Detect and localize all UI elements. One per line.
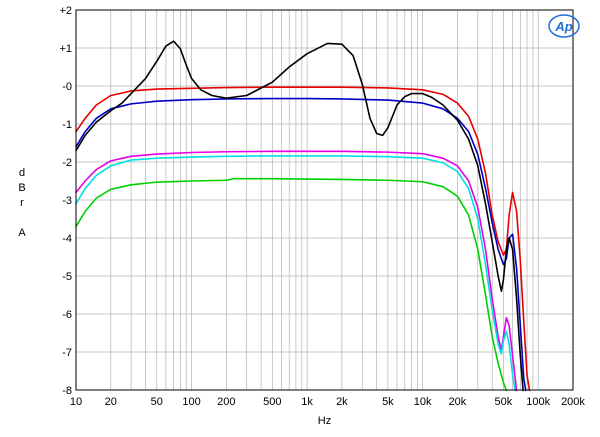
y-tick-label: -1 [62,119,72,131]
x-tick-label: 2k [336,396,348,408]
x-tick-label: 5k [382,396,394,408]
x-tick-label: 10k [414,396,432,408]
x-tick-label: 50k [495,396,513,408]
x-tick-label: 10 [70,396,82,408]
y-tick-label: +1 [59,43,72,55]
y-tick-label: -7 [62,347,72,359]
x-axis-label: Hz [318,415,331,427]
y-tick-label: -8 [62,385,72,397]
y-tick-label: -4 [62,233,72,245]
plot-frame [75,9,574,391]
ap-logo-ring [548,14,580,38]
x-tick-labels: 10 20 50 100 200 500 1k 2k 5k 10k 20k 50k 100k 200k [70,396,586,408]
y-tick-label: +2 [59,5,72,17]
series-line-1 [75,86,531,392]
y-tick-label: -6 [62,309,72,321]
x-tick-label: 500 [263,396,281,408]
x-tick-label: 1k [301,396,313,408]
x-tick-label: 200 [217,396,235,408]
y-tick-label: -2 [62,157,72,169]
ap-logo: Ap [548,14,580,38]
y-tick-label: -0 [62,81,72,93]
series-line-5 [75,155,516,392]
y-axis-label-char: B [18,182,25,194]
series-line-6 [75,177,508,392]
y-axis-label-char: r [20,197,24,209]
y-axis-label-char: A [18,227,26,239]
x-tick-label: 50 [151,396,163,408]
x-tick-label: 100 [182,396,200,408]
grid [76,10,573,390]
series-group [75,40,531,392]
y-tick-label: -3 [62,195,72,207]
ap-logo-text: Ap [554,19,572,34]
y-axis-label-char: d [19,167,25,179]
y-tick-label: -5 [62,271,72,283]
series-line-3 [75,40,524,392]
x-tick-label: 200k [561,396,585,408]
x-tick-label: 20k [449,396,467,408]
y-axis-label: dBr A [18,167,26,239]
x-tick-label: 20 [105,396,117,408]
x-tick-label: 100k [526,396,550,408]
y-tick-labels: +2 +1 -0 -1 -2 -3 -4 -5 -6 -7 -8 [59,5,72,397]
